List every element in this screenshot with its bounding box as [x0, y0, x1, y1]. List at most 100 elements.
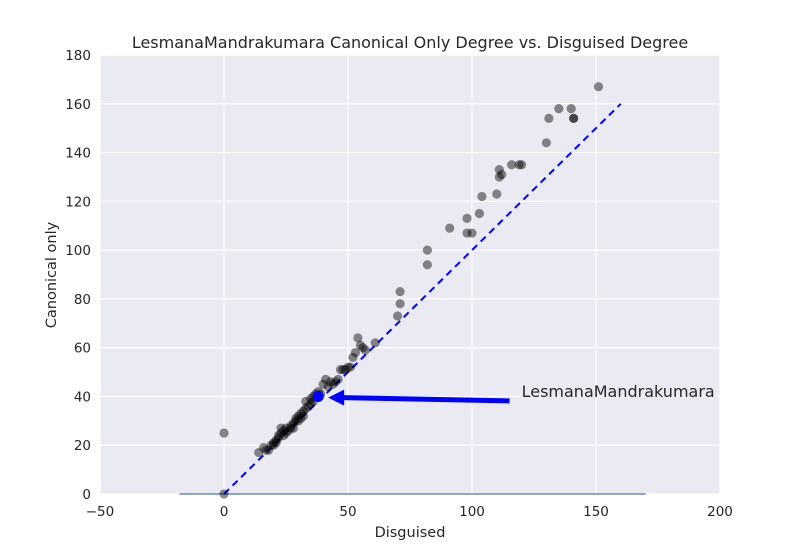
data-point [278, 430, 289, 441]
y-tick-label: 140 [65, 146, 91, 162]
data-point [541, 138, 552, 148]
chart-title: LesmanaMandrakumara Canonical Only Degre… [132, 33, 688, 52]
annotation-label: LesmanaMandrakumara [522, 382, 715, 401]
data-point [219, 428, 229, 438]
data-point [355, 340, 365, 350]
data-point [259, 443, 269, 453]
data-point [271, 435, 281, 445]
data-point [293, 416, 303, 426]
x-tick-label: 100 [459, 504, 485, 520]
data-point [266, 440, 276, 450]
data-point [293, 411, 303, 421]
data-point [281, 428, 291, 438]
y-tick-label: 0 [82, 487, 91, 503]
data-point [517, 160, 527, 170]
data-point [348, 352, 358, 363]
x-tick-label: −50 [86, 504, 115, 520]
data-point [393, 311, 403, 321]
data-point [281, 423, 291, 433]
data-point [422, 260, 432, 270]
data-point [276, 428, 286, 438]
y-tick-label: 100 [65, 243, 91, 259]
data-point [360, 345, 370, 355]
data-point [331, 377, 341, 387]
data-point [273, 433, 284, 443]
data-point [343, 362, 353, 372]
data-point [301, 404, 311, 414]
x-tick-label: 50 [339, 504, 356, 520]
data-point [291, 416, 301, 426]
data-point [492, 189, 502, 199]
data-point [298, 406, 308, 416]
data-point [306, 399, 316, 409]
data-point [333, 374, 343, 384]
x-tick-label: 150 [583, 504, 609, 520]
data-point [566, 104, 576, 114]
y-tick-label: 180 [65, 48, 91, 64]
data-point [395, 299, 405, 309]
data-point [323, 382, 333, 392]
annotation-arrow-shaft [342, 395, 510, 404]
data-point [554, 104, 564, 114]
data-point [494, 165, 504, 175]
data-point [462, 213, 472, 224]
data-point [593, 82, 604, 92]
data-point [514, 160, 524, 170]
data-point [422, 245, 432, 255]
data-point [569, 113, 579, 124]
y-tick-label: 80 [74, 292, 91, 308]
annotation-arrow-head [328, 389, 345, 406]
data-point [328, 379, 338, 389]
data-point [350, 347, 361, 358]
data-point [497, 169, 507, 180]
data-point [494, 172, 504, 182]
data-point [318, 379, 328, 389]
data-point [276, 423, 286, 433]
x-tick-label: 0 [220, 504, 229, 520]
data-point [264, 445, 274, 455]
y-tick-label: 160 [65, 97, 91, 113]
data-point [358, 343, 368, 353]
data-point [462, 228, 472, 238]
data-point [477, 191, 487, 202]
data-point [301, 396, 311, 406]
data-point [395, 286, 405, 297]
data-point [288, 423, 299, 433]
data-point [269, 440, 279, 450]
x-tick-label: 200 [707, 504, 733, 520]
data-point [296, 413, 306, 423]
data-point [278, 425, 289, 436]
y-tick-label: 120 [65, 194, 91, 210]
data-point [353, 333, 363, 343]
data-point [370, 338, 380, 348]
data-point [271, 438, 281, 448]
data-point [321, 374, 331, 384]
data-point [345, 362, 356, 372]
data-point [335, 365, 346, 375]
highlight-point [312, 390, 324, 402]
data-point [474, 208, 485, 219]
data-point [286, 423, 296, 433]
y-tick-label: 60 [74, 341, 91, 357]
identity-line [223, 103, 622, 495]
y-tick-label: 20 [74, 438, 91, 454]
data-point [298, 411, 308, 421]
data-point [296, 408, 306, 419]
data-point [283, 425, 294, 436]
data-point [254, 447, 264, 458]
data-point [340, 365, 351, 375]
data-point [269, 438, 279, 448]
data-point [467, 228, 477, 238]
data-point [338, 365, 348, 375]
data-point [326, 377, 336, 387]
data-point [273, 430, 284, 441]
data-point [544, 113, 554, 124]
data-point [569, 113, 579, 124]
data-point [219, 489, 229, 499]
data-point [445, 223, 455, 233]
data-point [507, 160, 517, 170]
y-tick-label: 40 [74, 389, 91, 405]
x-axis-label: Disguised [375, 525, 446, 541]
data-point [288, 418, 299, 428]
